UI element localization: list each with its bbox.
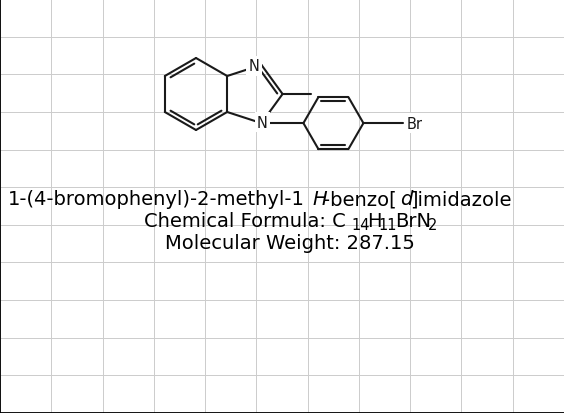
Text: 1-(4-bromophenyl)-2-methyl-1: 1-(4-bromophenyl)-2-methyl-1 xyxy=(8,190,305,209)
Text: Chemical Formula: C: Chemical Formula: C xyxy=(144,212,346,231)
Text: ]imidazole: ]imidazole xyxy=(410,190,512,209)
Text: N: N xyxy=(249,59,259,74)
Text: 2: 2 xyxy=(428,218,437,233)
Text: 14: 14 xyxy=(351,218,370,233)
Text: Molecular Weight: 287.15: Molecular Weight: 287.15 xyxy=(165,234,415,253)
Text: 11: 11 xyxy=(378,218,397,233)
Text: N: N xyxy=(257,115,268,131)
Text: Br: Br xyxy=(407,116,422,131)
Text: H: H xyxy=(313,190,328,209)
Text: d: d xyxy=(400,190,412,209)
Text: H: H xyxy=(368,212,382,231)
Text: -benzo[: -benzo[ xyxy=(323,190,397,209)
Text: BrN: BrN xyxy=(395,212,431,231)
